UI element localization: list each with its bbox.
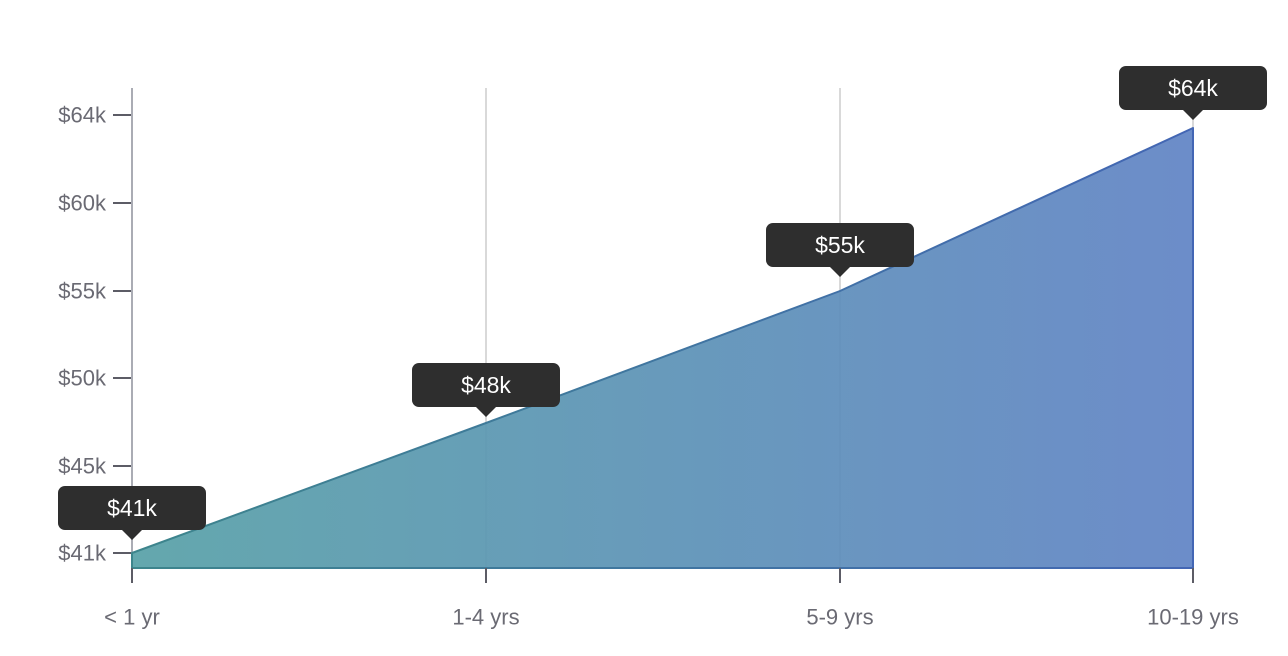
x-tick-label-5-9yrs: 5-9 yrs [806,605,873,630]
tooltip-64k-value: $64k [1168,74,1218,101]
y-tick-label-55k: $55k [58,279,107,304]
y-tick-label-60k: $60k [58,191,107,216]
tooltip-48k-value: $48k [461,371,511,398]
tooltip-41k: $41k [58,486,206,540]
x-tick-label-10-19yrs: 10-19 yrs [1147,605,1239,630]
tooltip-48k: $48k [412,363,560,417]
y-tick-label-64k: $64k [58,103,107,128]
tooltip-41k-arrow-icon [121,529,143,540]
salary-area-series[interactable] [131,127,1194,569]
tooltip-55k-value: $55k [815,231,865,258]
x-tick-label-lt1yr: < 1 yr [104,605,160,630]
y-tick-label-45k: $45k [58,454,107,479]
tooltip-55k: $55k [766,223,914,277]
tooltip-41k-value: $41k [107,494,157,521]
x-tick-label-1-4yrs: 1-4 yrs [452,605,519,630]
y-tick-label-41k: $41k [58,541,107,566]
tooltip-64k: $64k [1119,66,1267,120]
y-tick-label-50k: $50k [58,366,107,391]
tooltip-48k-arrow-icon [475,406,497,417]
tooltip-64k-arrow-icon [1182,109,1204,120]
tooltip-55k-arrow-icon [829,266,851,277]
